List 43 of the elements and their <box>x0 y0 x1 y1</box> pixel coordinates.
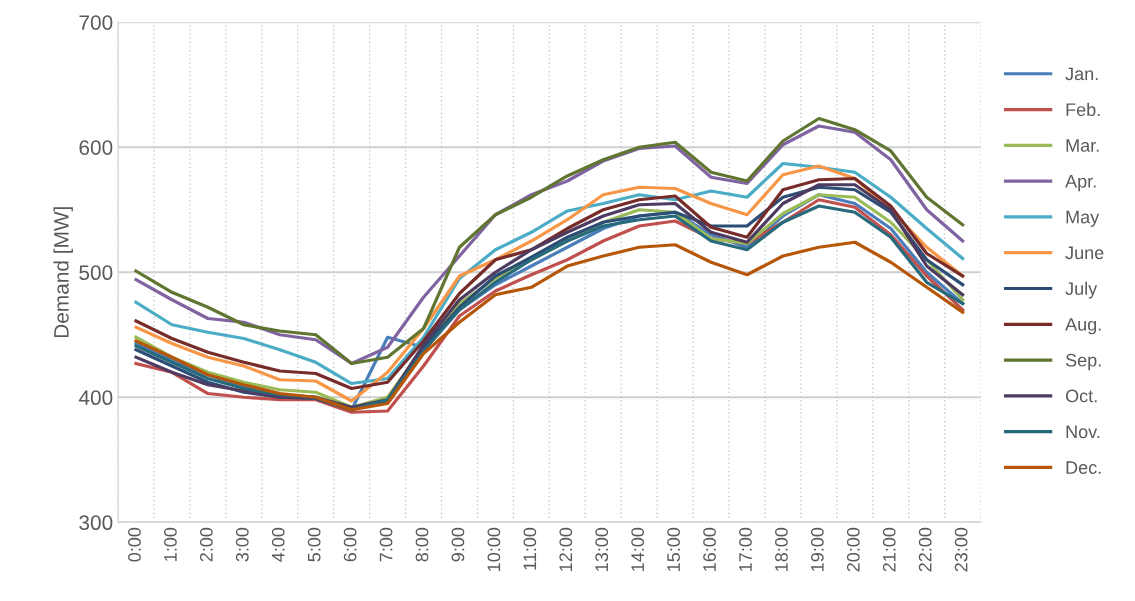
x-tick-label: 22:00 <box>918 527 932 572</box>
x-tick-label: 17:00 <box>739 527 752 571</box>
legend-label: Nov. <box>1066 425 1100 439</box>
x-tick-label: 21:00 <box>882 527 896 572</box>
legend-label: Dec. <box>1066 461 1101 474</box>
x-tick-label: 12:00 <box>559 527 573 571</box>
legend-label: June <box>1065 246 1104 260</box>
y-tick-label: 500 <box>79 265 113 281</box>
x-tick-label: 15:00 <box>667 527 680 571</box>
legend-label: Feb. <box>1066 102 1100 117</box>
legend-label: Jan. <box>1065 67 1098 81</box>
x-tick-label: 2:00 <box>199 527 213 562</box>
x-tick-label: 4:00 <box>271 527 285 562</box>
legend-label: May <box>1066 210 1100 227</box>
x-tick-label: 14:00 <box>631 527 645 571</box>
x-tick-label: 18:00 <box>775 527 788 571</box>
y-tick-label: 700 <box>79 15 113 30</box>
x-tick-label: 9:00 <box>451 527 465 562</box>
x-tick-label: 16:00 <box>703 527 716 571</box>
legend-label: Aug. <box>1065 318 1101 335</box>
y-axis-title: Demand [MW] <box>53 207 73 338</box>
x-tick-label: 19:00 <box>810 527 824 571</box>
x-tick-label: 8:00 <box>415 527 429 562</box>
x-tick-label: 11:00 <box>523 527 537 570</box>
y-tick-label: 600 <box>79 140 113 155</box>
x-tick-label: 10:00 <box>487 527 501 571</box>
y-tick-label: 300 <box>79 515 113 531</box>
y-tick-label: 400 <box>78 390 113 406</box>
legend-label: Oct. <box>1065 389 1097 403</box>
x-tick-label: 13:00 <box>595 527 609 571</box>
x-tick-label: 0:00 <box>128 527 141 562</box>
legend-label: Sep. <box>1065 353 1101 371</box>
x-tick-label: 23:00 <box>954 527 968 572</box>
x-tick-label: 20:00 <box>846 527 860 572</box>
x-tick-label: 1:00 <box>164 527 177 561</box>
legend-label: Apr. <box>1065 175 1096 192</box>
x-tick-label: 7:00 <box>379 527 393 562</box>
x-tick-label: 6:00 <box>343 527 357 562</box>
line-series <box>134 240 965 412</box>
legend-label: July <box>1065 281 1098 299</box>
x-tick-label: 3:00 <box>235 527 249 562</box>
x-tick-label: 5:00 <box>307 527 321 562</box>
legend-label: Mar. <box>1066 139 1099 152</box>
